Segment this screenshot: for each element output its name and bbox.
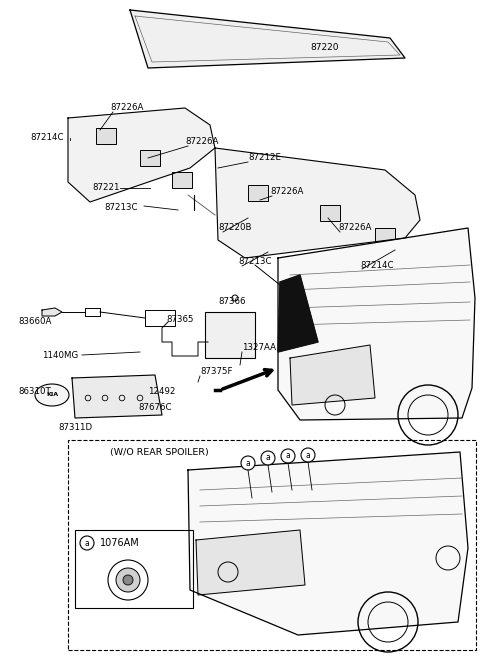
Polygon shape: [130, 10, 405, 68]
Circle shape: [281, 449, 295, 463]
Polygon shape: [278, 275, 318, 352]
Text: 87213C: 87213C: [104, 203, 137, 213]
Polygon shape: [42, 308, 62, 316]
Text: 87220: 87220: [310, 43, 338, 52]
Text: 87365: 87365: [166, 316, 193, 325]
Polygon shape: [72, 375, 162, 418]
Polygon shape: [68, 108, 215, 202]
Text: 87214C: 87214C: [30, 134, 63, 142]
Text: 87311D: 87311D: [58, 424, 92, 432]
Bar: [205, 312, 255, 358]
Polygon shape: [215, 148, 420, 258]
Text: 87213C: 87213C: [238, 258, 272, 266]
Bar: [145, 310, 175, 326]
Bar: [375, 228, 395, 244]
Text: 12492: 12492: [148, 388, 175, 396]
Text: 87226A: 87226A: [270, 188, 303, 197]
Text: a: a: [84, 539, 89, 548]
Text: 87375F: 87375F: [200, 367, 232, 377]
Text: 87226A: 87226A: [185, 138, 218, 146]
Text: KIA: KIA: [46, 392, 58, 398]
Polygon shape: [290, 345, 375, 405]
Polygon shape: [278, 228, 475, 420]
Text: 87212E: 87212E: [248, 154, 281, 163]
Circle shape: [241, 456, 255, 470]
Bar: [172, 172, 192, 188]
Bar: [320, 205, 340, 221]
Circle shape: [123, 575, 133, 585]
Circle shape: [80, 536, 94, 550]
Text: 83660A: 83660A: [18, 318, 51, 327]
Text: 87226A: 87226A: [110, 104, 144, 112]
Bar: [248, 185, 268, 201]
Circle shape: [301, 448, 315, 462]
Polygon shape: [188, 452, 468, 635]
Text: 87220B: 87220B: [218, 224, 252, 232]
Circle shape: [261, 451, 275, 465]
Text: (W/O REAR SPOILER): (W/O REAR SPOILER): [110, 447, 209, 457]
Text: a: a: [265, 453, 270, 462]
Polygon shape: [196, 530, 305, 595]
Text: 1140MG: 1140MG: [42, 350, 78, 359]
Bar: [96, 128, 116, 144]
Text: a: a: [286, 451, 290, 461]
Bar: [140, 150, 160, 166]
Text: a: a: [246, 459, 251, 468]
Text: 87226A: 87226A: [338, 224, 372, 232]
Circle shape: [116, 568, 140, 592]
Text: 1076AM: 1076AM: [100, 538, 140, 548]
Text: 87676C: 87676C: [138, 403, 171, 413]
Circle shape: [108, 560, 148, 600]
Ellipse shape: [35, 384, 69, 406]
Bar: [75, 530, 193, 608]
Text: 87366: 87366: [218, 298, 245, 306]
Text: 87221: 87221: [92, 184, 120, 192]
Text: 87214C: 87214C: [360, 260, 394, 270]
Text: 86310T: 86310T: [18, 388, 51, 396]
Text: a: a: [306, 451, 311, 459]
Bar: [68, 440, 476, 650]
Text: 1327AA: 1327AA: [242, 344, 276, 352]
